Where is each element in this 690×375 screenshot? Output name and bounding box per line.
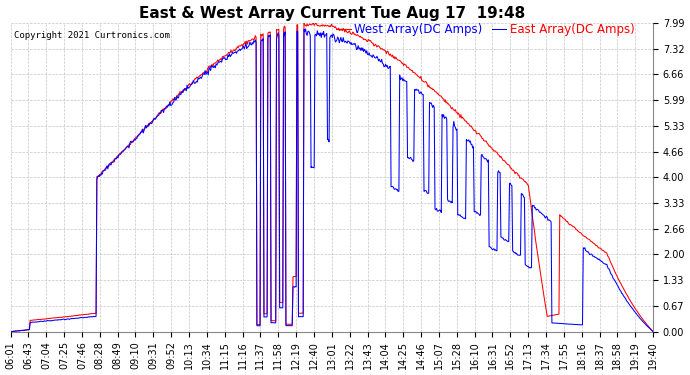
Text: Copyright 2021 Curtronics.com: Copyright 2021 Curtronics.com <box>14 31 170 40</box>
East Array(DC Amps) <box>283 323 291 328</box>
West Array(DC Amps) <box>6 329 14 334</box>
East Array(DC Amps) <box>160 107 168 111</box>
East Array(DC Amps) <box>402 79 411 84</box>
East Array(DC Amps) <box>7 329 15 334</box>
East Array(DC Amps) <box>302 27 310 31</box>
West Array(DC Amps) <box>425 85 433 90</box>
Line: East Array(DC Amps): East Array(DC Amps) <box>10 29 653 332</box>
West Array(DC Amps) <box>402 63 410 67</box>
East Array(DC Amps) <box>6 329 14 334</box>
West Array(DC Amps) <box>181 87 189 91</box>
Title: East & West Array Current Tue Aug 17  19:48: East & West Array Current Tue Aug 17 19:… <box>139 6 525 21</box>
West Array(DC Amps) <box>159 107 168 112</box>
East Array(DC Amps) <box>181 87 190 92</box>
West Array(DC Amps) <box>649 329 658 334</box>
West Array(DC Amps) <box>282 322 290 327</box>
Legend: West Array(DC Amps), East Array(DC Amps): West Array(DC Amps), East Array(DC Amps) <box>337 23 634 36</box>
East Array(DC Amps) <box>649 329 658 334</box>
East Array(DC Amps) <box>106 162 114 166</box>
West Array(DC Amps) <box>104 164 112 169</box>
East Array(DC Amps) <box>426 101 435 106</box>
West Array(DC Amps) <box>309 21 317 26</box>
Line: West Array(DC Amps): West Array(DC Amps) <box>10 23 653 332</box>
